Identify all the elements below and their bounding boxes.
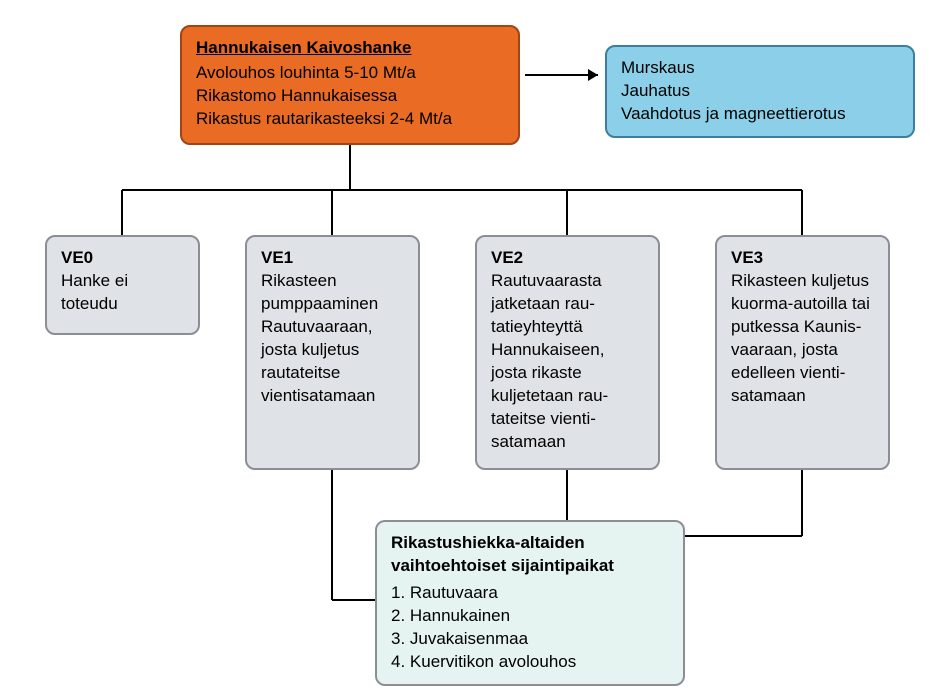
root-box: Hannukaisen Kaivoshanke Avolouhos louhin… (180, 25, 520, 145)
root-line3: Rikastus rautarikasteeksi 2-4 Mt/a (196, 108, 504, 131)
footer-title: Rikastushiekka-altaiden vaihtoehtoiset s… (391, 532, 669, 578)
ve0-body: Hanke ei toteudu (61, 270, 184, 316)
ve1-box: VE1 Rikasteen pumppaaminen Rautuvaaraan,… (245, 235, 420, 470)
side-line2: Jauhatus (621, 80, 899, 103)
footer-item-3: 3. Juvakaisenmaa (391, 628, 669, 651)
ve2-box: VE2 Rautuvaarasta jatketaan rau­tatieyht… (475, 235, 660, 470)
side-line3: Vaahdotus ja magneettierotus (621, 103, 899, 126)
footer-item-1: 1. Rautuvaara (391, 582, 669, 605)
ve0-box: VE0 Hanke ei toteudu (45, 235, 200, 335)
ve3-body: Rikasteen kul­jetus kuorma-autoilla tai … (731, 270, 874, 408)
side-line1: Murskaus (621, 57, 899, 80)
root-line2: Rikastomo Hannukaisessa (196, 85, 504, 108)
footer-box: Rikastushiekka-altaiden vaihtoehtoiset s… (375, 520, 685, 686)
ve2-title: VE2 (491, 247, 644, 270)
ve0-title: VE0 (61, 247, 184, 270)
ve1-title: VE1 (261, 247, 404, 270)
ve2-body: Rautuvaarasta jatketaan rau­tatieyhteytt… (491, 270, 644, 454)
root-title: Hannukaisen Kaivoshanke (196, 37, 504, 60)
side-box: Murskaus Jauhatus Vaahdotus ja magneetti… (605, 45, 915, 138)
footer-item-4: 4. Kuervitikon avolouhos (391, 651, 669, 674)
ve3-title: VE3 (731, 247, 874, 270)
ve3-box: VE3 Rikasteen kul­jetus kuorma-autoilla … (715, 235, 890, 470)
root-line1: Avolouhos louhinta 5-10 Mt/a (196, 62, 504, 85)
ve1-body: Rikasteen pumppaaminen Rautuvaaraan, jos… (261, 270, 404, 408)
footer-item-2: 2. Hannukainen (391, 605, 669, 628)
